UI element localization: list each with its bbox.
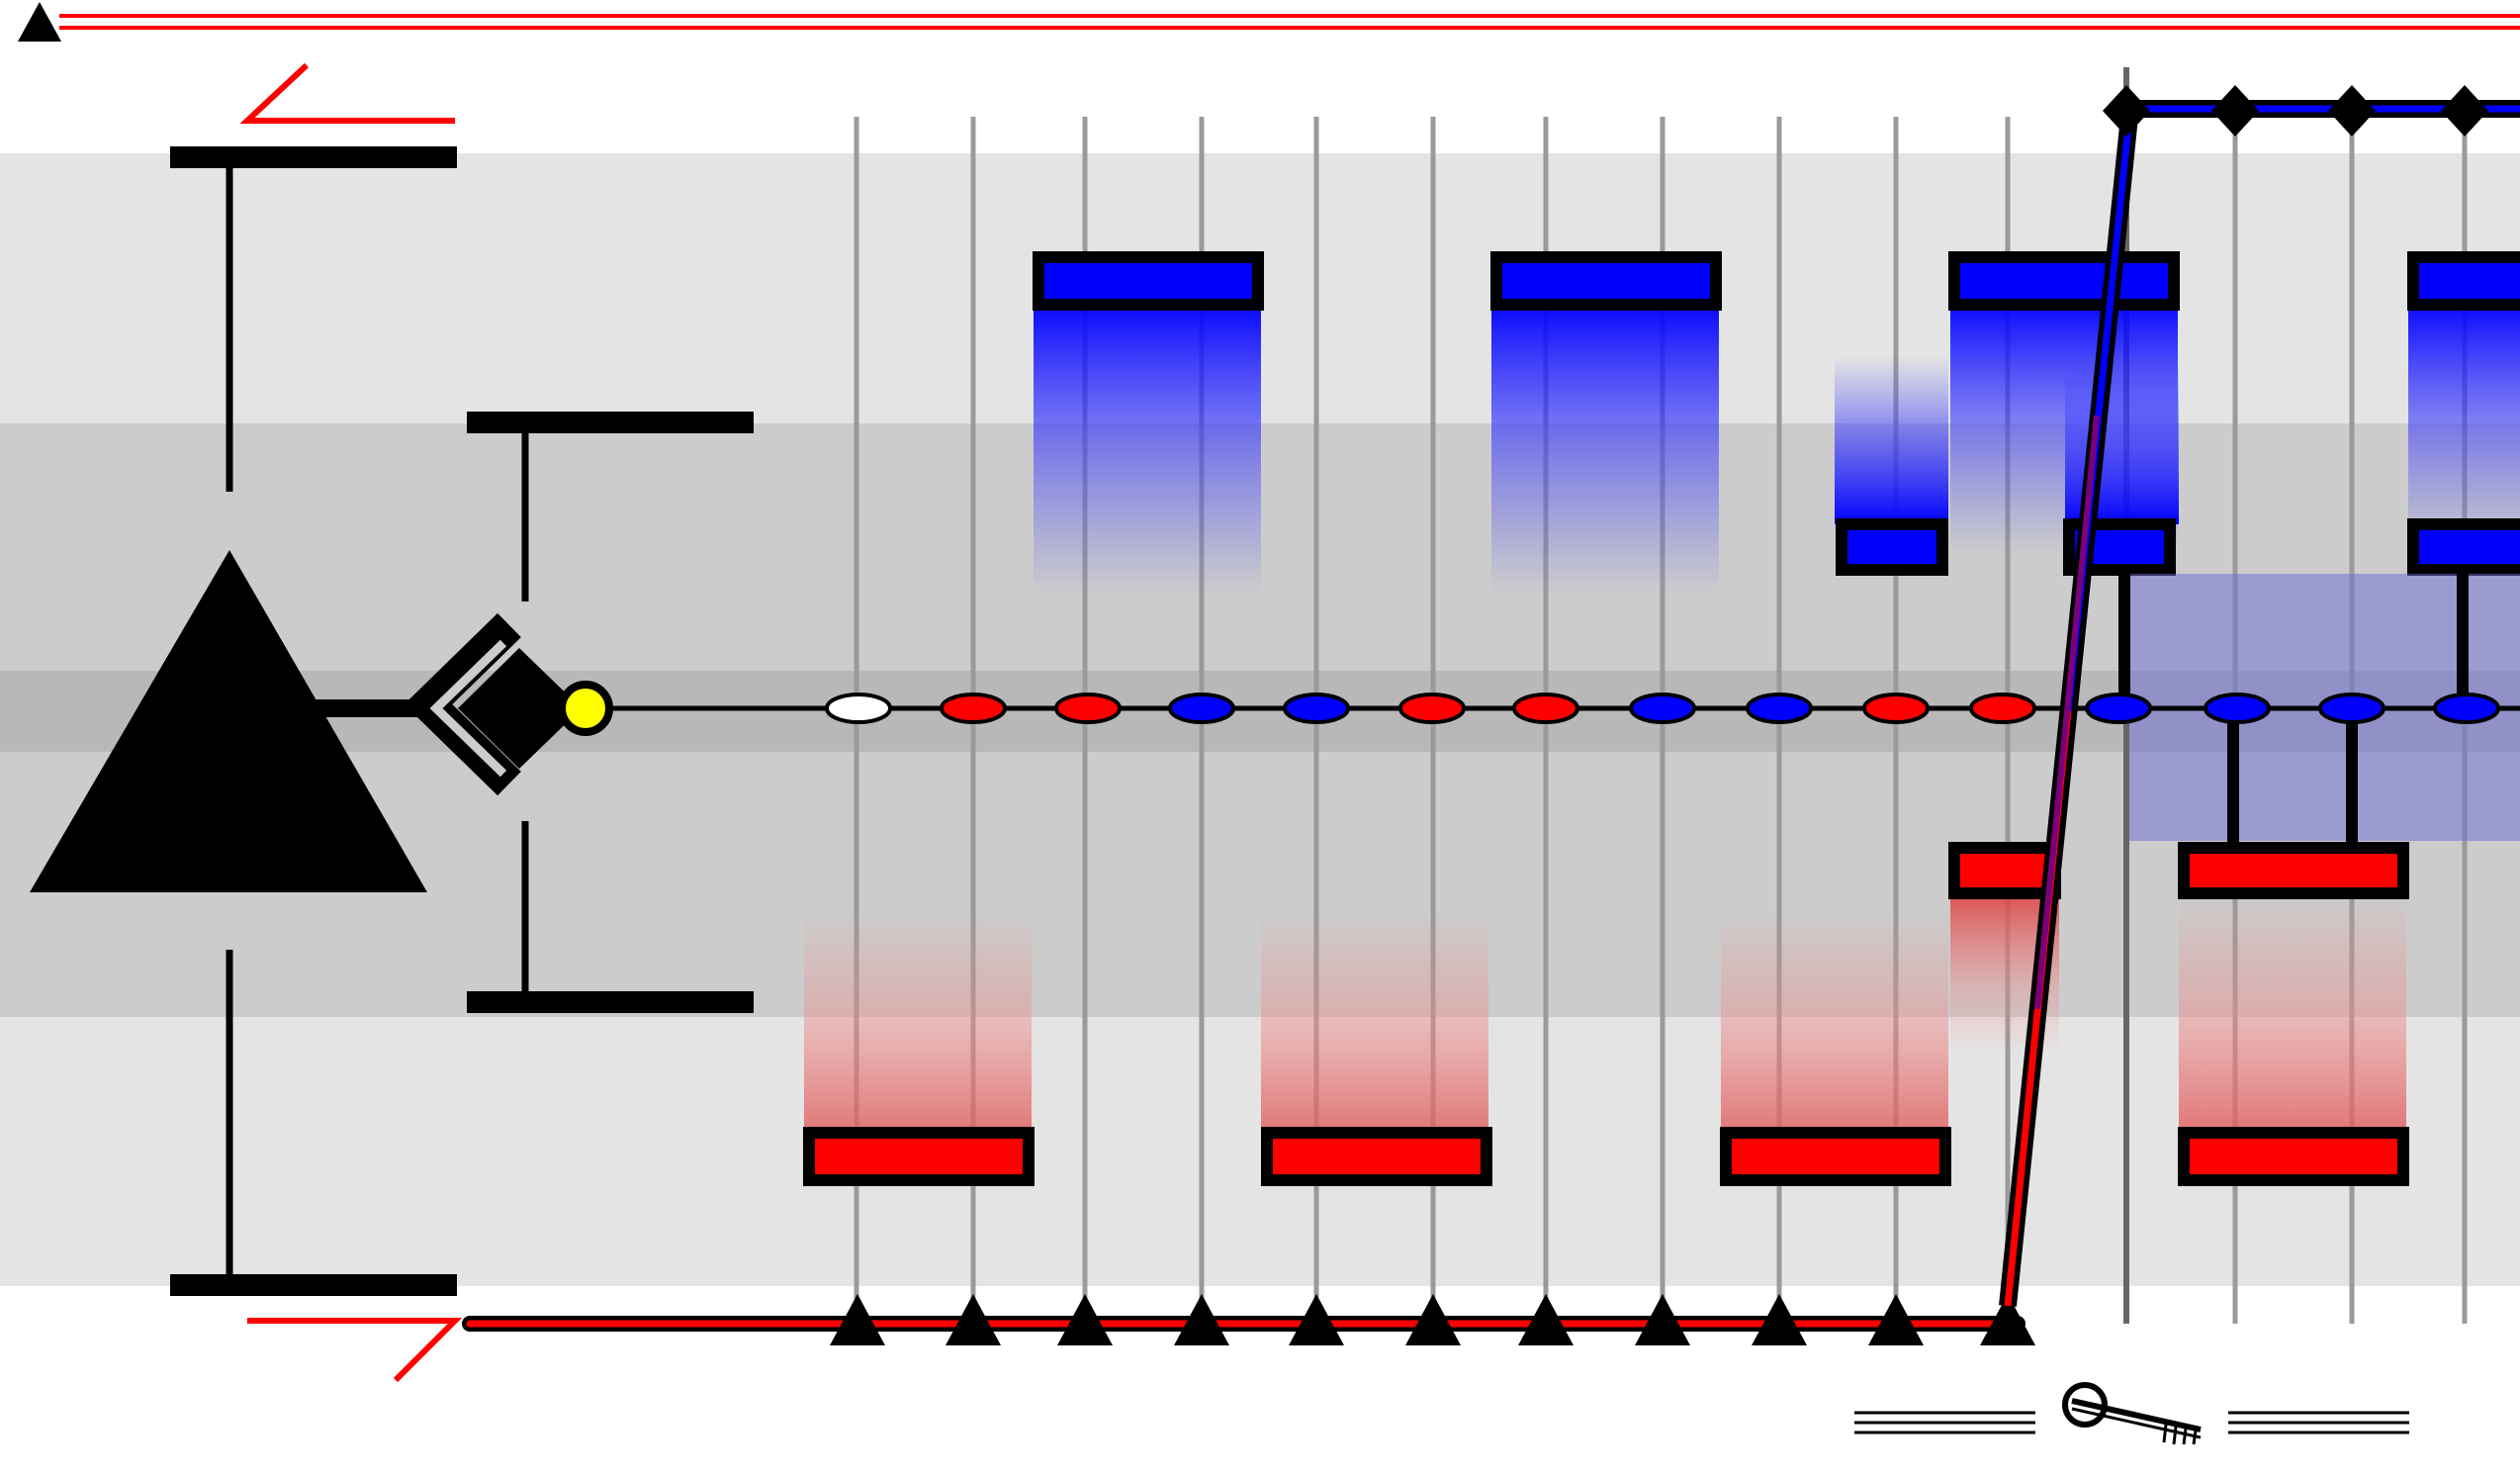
red-blocks [803,842,2409,1186]
sequence-dot [2085,693,2152,724]
diamond-marker-icon [2441,85,2488,137]
blue-cap-low [2407,518,2520,576]
diamond-icon [458,648,582,769]
left-structure [30,62,754,1383]
triangle-marker-icon [1057,1294,1113,1345]
diagonal-link [1999,116,2138,1307]
small-bracket-top [467,412,754,433]
red-cap [803,1127,1035,1186]
sequence-dot [1054,693,1122,724]
sequence-dot [825,693,892,724]
triangle-marker-icon [1518,1294,1574,1345]
small-bracket-bottom [467,991,754,1013]
legend-lines-left [1854,1411,2035,1434]
yellow-node [558,681,613,736]
blue-blocks [1033,251,2520,594]
sequence-dot [2433,693,2500,724]
sequence-dot [1512,693,1579,724]
top-left-triangle-marker-icon [18,2,61,42]
triangle-marker-icon [1868,1294,1924,1345]
diamond-marker-icon [2211,85,2259,137]
legend-lines-right [2228,1411,2409,1434]
bottom-markers [830,1294,2035,1345]
triangle-marker-icon [1752,1294,1807,1345]
sequence-dot [2204,693,2271,724]
blue-cap [1490,251,1722,311]
triangle-marker-icon [1289,1294,1344,1345]
triangle-marker-icon [830,1294,885,1345]
blue-cap [2407,251,2520,311]
red-cap-high [2178,842,2409,899]
blue-cap [1948,251,2180,311]
sequence-dot [1629,693,1696,724]
bottom-legend [1854,1382,2409,1445]
diamond-marker-icon [2103,85,2150,137]
triangle-marker-icon [1174,1294,1229,1345]
big-bracket-top [170,146,457,168]
triangle-marker-icon [1980,1294,2035,1345]
top-junctions [2103,85,2488,137]
triangle-marker-icon [1635,1294,1690,1345]
sequence-dot [1862,693,1930,724]
sequence-dot [940,693,1007,724]
bottom-red-flag [247,1318,463,1383]
red-cap [2178,1127,2409,1186]
triangle-icon [30,550,427,892]
big-bracket-bottom [170,1274,457,1296]
triangle-marker-icon [1405,1294,1461,1345]
sequence-dot [1746,693,1813,724]
diamond-marker-icon [2328,85,2376,137]
cap-connectors [2118,570,2469,848]
sequence-dots [825,693,2500,724]
red-cap [1261,1127,1492,1186]
top-rail [18,2,2520,42]
triangle-marker-icon [945,1294,1001,1345]
sequence-dot [1398,693,1466,724]
blue-cap-low [1836,518,1948,576]
red-cap [1720,1127,1951,1186]
top-red-flag [239,62,455,124]
red-cap-high [1948,842,2061,899]
sequence-dot [1969,693,2036,724]
key-icon [2062,1382,2202,1445]
blue-cap [1033,251,1264,311]
sequence-dot [1283,693,1350,724]
sequence-dot [1168,693,1235,724]
gate-chevron-gap [429,639,507,778]
sequence-dot [2318,693,2385,724]
